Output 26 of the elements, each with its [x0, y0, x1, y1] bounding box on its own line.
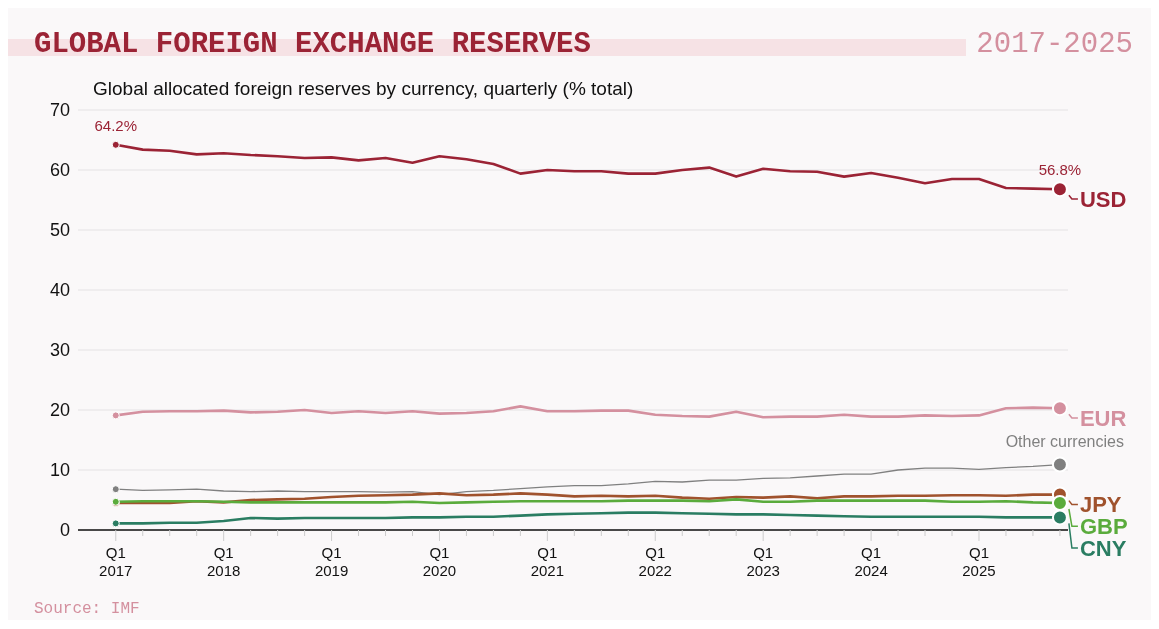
- legend-label: EUR: [1079, 406, 1127, 432]
- series-label: Other currencies: [1005, 432, 1124, 450]
- legend-label: USD: [1079, 187, 1127, 213]
- y-tick-label: 40: [49, 280, 70, 301]
- chart-subtitle: Global allocated foreign reserves by currency, quarterly (% total): [93, 78, 634, 100]
- y-tick-label: 70: [49, 100, 70, 121]
- y-tick-label: 0: [59, 520, 70, 541]
- x-tick-label: Q1 2019: [314, 544, 349, 579]
- x-tick-label: Q1 2018: [206, 544, 241, 579]
- y-tick-label: 60: [49, 160, 70, 181]
- data-label: 56.8%: [1038, 161, 1082, 179]
- chart-title: GLOBAL FOREIGN EXCHANGE RESERVES: [34, 28, 591, 61]
- source-note: Source: IMF: [34, 600, 140, 618]
- y-tick-label: 30: [49, 340, 70, 361]
- y-tick-label: 20: [49, 400, 70, 421]
- x-tick-label: Q1 2023: [746, 544, 780, 579]
- y-tick-label: 10: [49, 460, 70, 481]
- x-tick-label: Q1 2025: [962, 544, 996, 579]
- text: 2017-2025: [966, 28, 1133, 61]
- x-tick-label: Q1 2024: [854, 544, 888, 579]
- data-label: 64.2%: [94, 116, 138, 134]
- y-tick-label: 50: [49, 220, 70, 241]
- x-tick-label: Q1 2020: [422, 544, 457, 579]
- x-tick-label: Q1 2022: [638, 544, 672, 579]
- x-tick-label: Q1 2017: [99, 544, 133, 579]
- x-tick-label: Q1 2021: [530, 544, 565, 579]
